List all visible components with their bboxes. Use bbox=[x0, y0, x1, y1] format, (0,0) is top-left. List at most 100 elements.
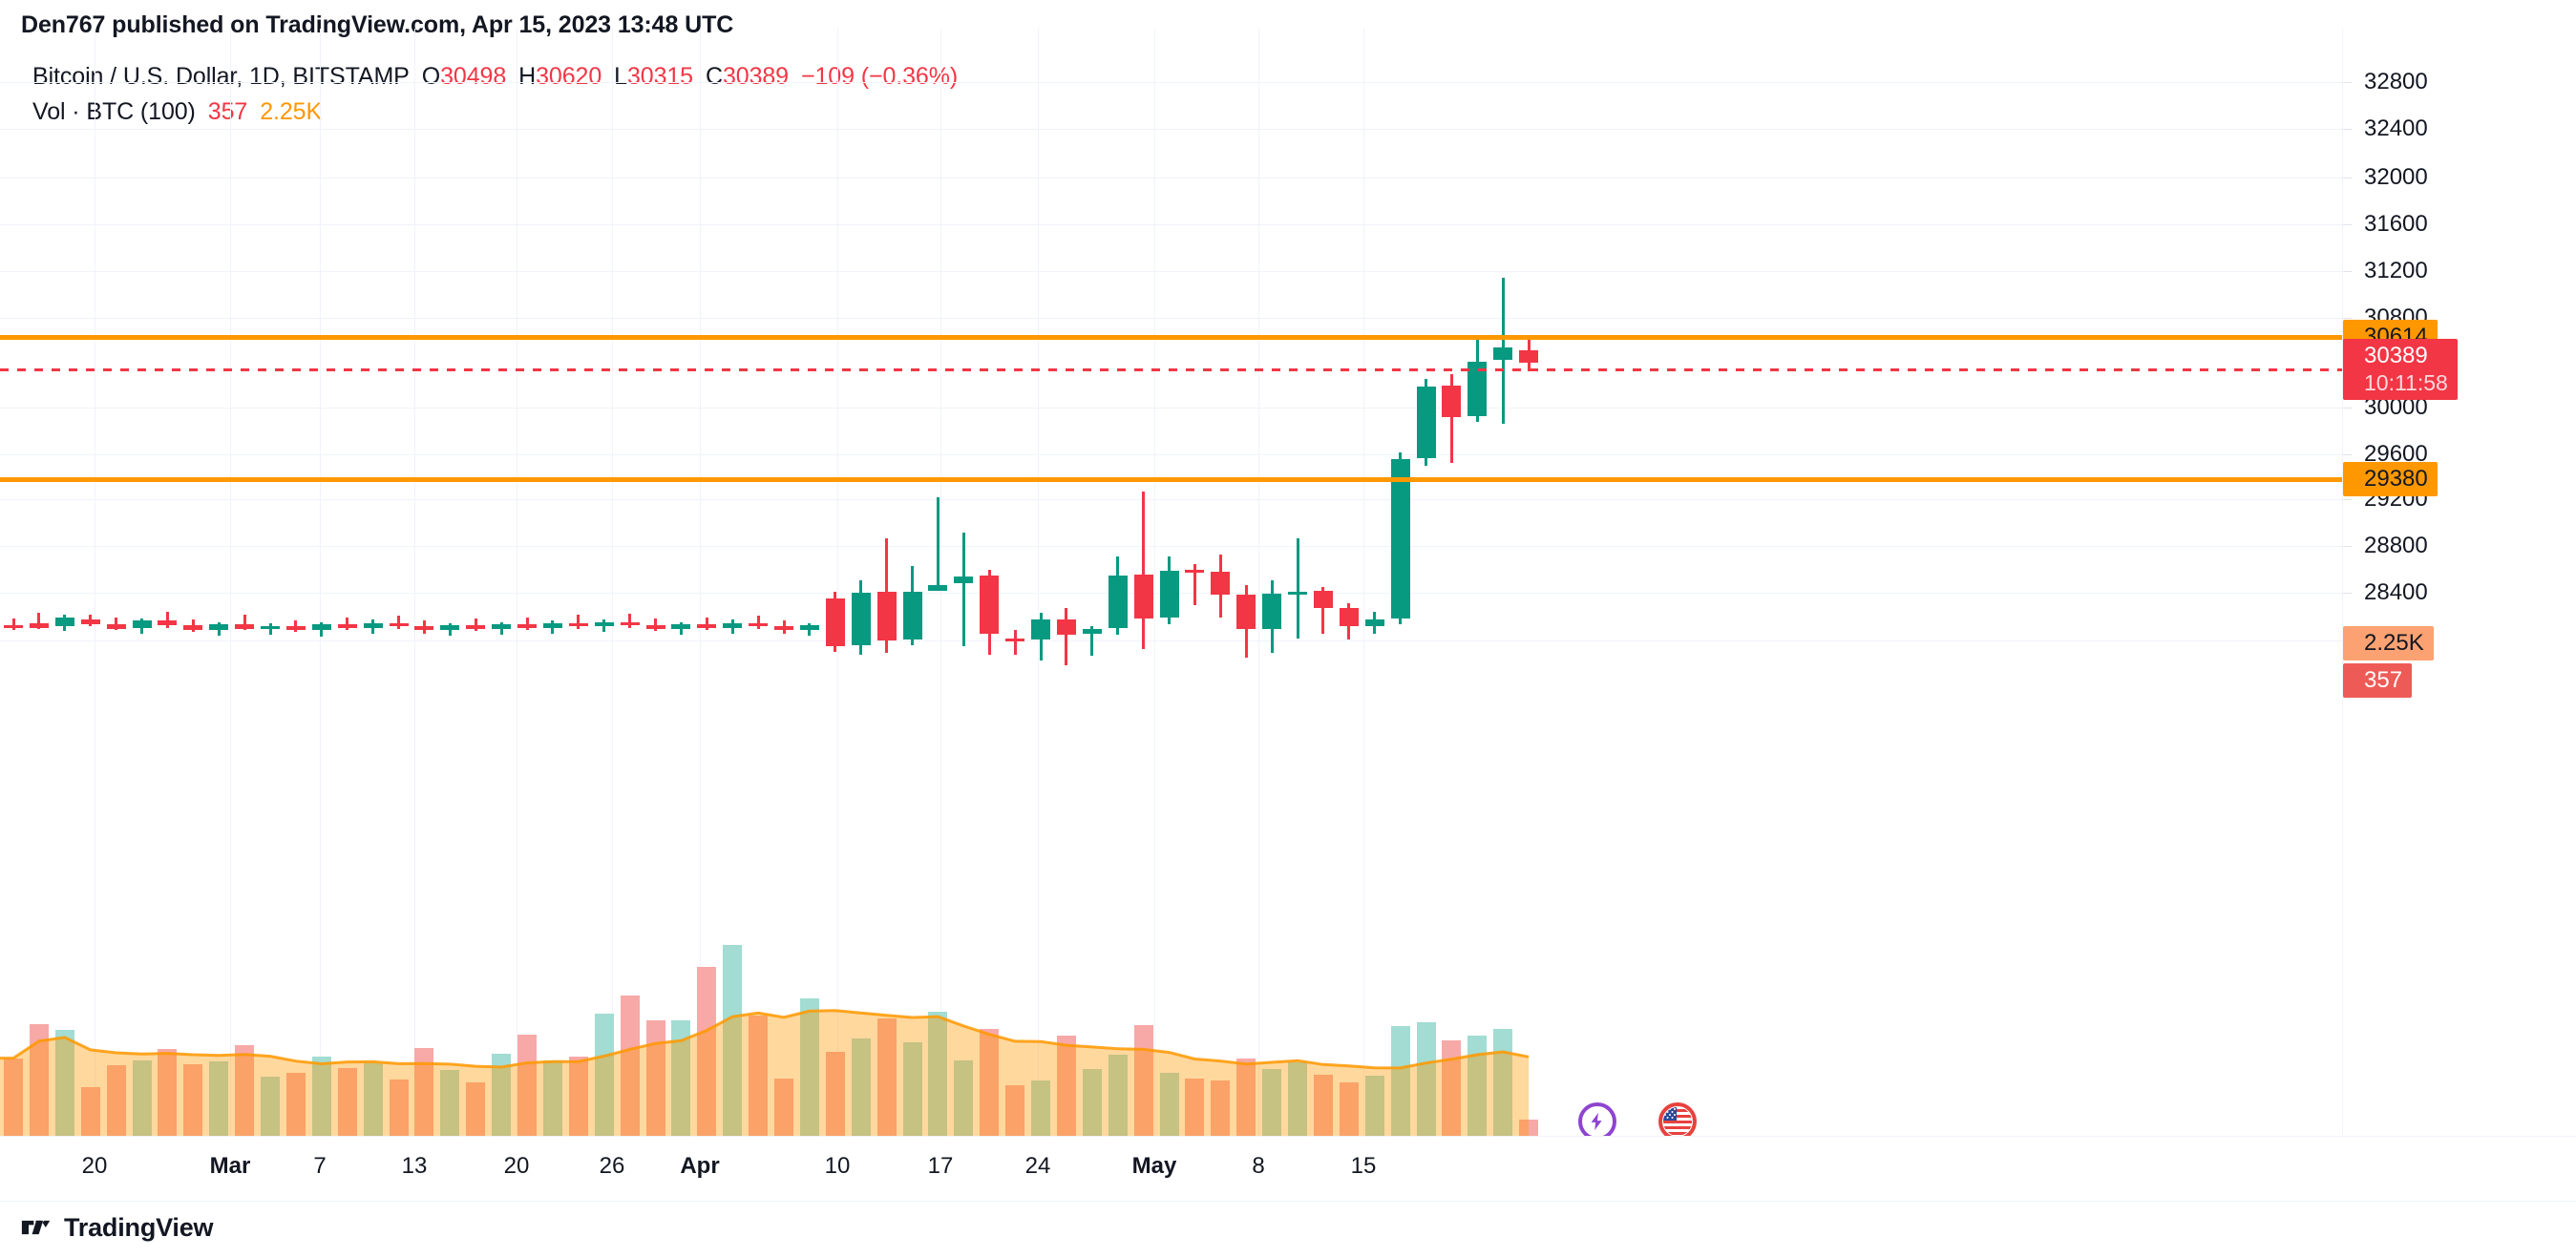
candle-body bbox=[517, 623, 537, 628]
candle-body bbox=[209, 623, 229, 631]
legend-high-label: H bbox=[518, 63, 537, 90]
volume-bar bbox=[311, 1057, 331, 1136]
legend-change: −109 (−0.36%) bbox=[801, 63, 959, 90]
candle-body bbox=[1005, 638, 1025, 641]
gridline-vertical bbox=[414, 29, 415, 1136]
price-tag-last-price[interactable]: 30389 10:11:58 bbox=[2343, 339, 2458, 400]
price-tag-support-lower[interactable]: 29380 bbox=[2343, 462, 2438, 496]
time-tick-label: 20 bbox=[81, 1153, 108, 1179]
candle-body bbox=[1493, 346, 1513, 361]
candle-body bbox=[876, 591, 897, 640]
candle-body bbox=[825, 598, 845, 647]
volume-bar bbox=[723, 945, 743, 1136]
candle-wick bbox=[1065, 607, 1068, 665]
candle-wick bbox=[1321, 586, 1325, 634]
volume-bar bbox=[54, 1030, 74, 1136]
tradingview-logo-icon bbox=[21, 1220, 51, 1235]
candle-body bbox=[1390, 458, 1410, 619]
time-tick-label: 13 bbox=[401, 1153, 428, 1179]
volume-bar bbox=[1005, 1084, 1025, 1136]
gridline-vertical bbox=[1038, 29, 1039, 1136]
gridline-horizontal bbox=[0, 224, 2342, 225]
candle-wick bbox=[1449, 373, 1453, 463]
candle-body bbox=[311, 623, 331, 631]
price-tag-volume-ma[interactable]: 2.25K bbox=[2343, 626, 2434, 660]
candle-wick bbox=[654, 618, 657, 632]
gridline-horizontal bbox=[0, 82, 2342, 83]
candle-body bbox=[285, 626, 306, 631]
volume-bar bbox=[414, 1047, 434, 1136]
volume-bar bbox=[1313, 1074, 1333, 1136]
us-flag-icon[interactable] bbox=[1658, 1102, 1697, 1136]
price-tick-mark bbox=[2343, 318, 2352, 319]
candle-wick bbox=[961, 532, 965, 647]
volume-bar bbox=[928, 1011, 948, 1136]
volume-bar bbox=[980, 1029, 1000, 1136]
volume-bar bbox=[1108, 1055, 1128, 1136]
chart-plot-area[interactable] bbox=[0, 29, 2342, 1136]
earnings-bolt-icon[interactable] bbox=[1578, 1102, 1616, 1136]
candle-body bbox=[337, 623, 357, 628]
candle-body bbox=[1519, 349, 1539, 363]
price-tick-mark bbox=[2343, 271, 2352, 272]
candle-body bbox=[749, 622, 769, 627]
price-tick-mark bbox=[2343, 129, 2352, 130]
price-tick-label: 32400 bbox=[2364, 115, 2428, 141]
candle-wick bbox=[1296, 537, 1299, 639]
candle-wick bbox=[628, 613, 632, 628]
candle-wick bbox=[165, 611, 169, 628]
volume-bar bbox=[1056, 1035, 1076, 1136]
volume-bar bbox=[389, 1079, 409, 1136]
candle-body bbox=[492, 623, 512, 629]
candle-wick bbox=[756, 616, 760, 629]
volume-bar bbox=[183, 1063, 203, 1136]
time-scale[interactable]: 20 Mar 7 13 20 26 Apr 10 17 24 May 8 15 bbox=[0, 1136, 2576, 1202]
candle-body bbox=[774, 626, 793, 631]
volume-bar bbox=[1288, 1062, 1307, 1136]
resistance-line[interactable] bbox=[0, 335, 2342, 340]
volume-bar bbox=[337, 1068, 357, 1136]
gridline-vertical bbox=[837, 29, 838, 1136]
price-scale[interactable]: 32800 32400 32000 31600 31200 30800 30000 29600… bbox=[2342, 29, 2576, 1136]
gridline-vertical bbox=[1154, 29, 1155, 1136]
time-tick-label: 20 bbox=[503, 1153, 530, 1179]
price-tick-label: 31200 bbox=[2364, 258, 2428, 283]
candle-body bbox=[1056, 619, 1076, 635]
volume-bar bbox=[1339, 1082, 1359, 1136]
volume-bar bbox=[1211, 1080, 1231, 1136]
candle-body bbox=[1467, 361, 1488, 416]
price-tick-mark bbox=[2343, 408, 2352, 409]
candle-body bbox=[106, 623, 126, 629]
price-tick-label: 32800 bbox=[2364, 69, 2428, 94]
legend-high-value: 30620 bbox=[536, 63, 602, 90]
candle-body bbox=[671, 623, 691, 629]
volume-bar bbox=[620, 996, 640, 1136]
candle-body bbox=[183, 625, 203, 631]
volume-bar bbox=[1236, 1058, 1256, 1136]
last-price-line[interactable] bbox=[0, 368, 2342, 371]
legend-low-label: L bbox=[614, 63, 627, 90]
candle-body bbox=[1211, 572, 1231, 596]
volume-ma-area bbox=[0, 1009, 1530, 1136]
candle-body bbox=[928, 584, 948, 591]
gridline-horizontal bbox=[0, 271, 2342, 272]
legend-volume-label[interactable]: Vol · BTC (100) bbox=[32, 98, 196, 125]
candle-wick bbox=[11, 618, 15, 631]
legend-close-value: 30389 bbox=[722, 63, 789, 90]
volume-bar bbox=[697, 967, 717, 1136]
volume-bar bbox=[80, 1086, 100, 1136]
candle-body bbox=[414, 626, 434, 631]
candle-body bbox=[645, 625, 665, 629]
candle-body bbox=[158, 620, 178, 626]
candle-wick bbox=[1013, 630, 1017, 655]
price-tick-mark bbox=[2343, 454, 2352, 455]
candle-body bbox=[261, 626, 280, 630]
gridline-horizontal bbox=[0, 640, 2342, 641]
volume-bar bbox=[1390, 1025, 1410, 1136]
price-tag-volume-last[interactable]: 357 bbox=[2343, 663, 2413, 698]
volume-bar bbox=[1185, 1078, 1205, 1136]
candle-body bbox=[389, 622, 409, 627]
price-tick-mark bbox=[2343, 499, 2352, 500]
legend-open-label: O bbox=[421, 63, 441, 90]
support-line[interactable] bbox=[0, 477, 2342, 482]
